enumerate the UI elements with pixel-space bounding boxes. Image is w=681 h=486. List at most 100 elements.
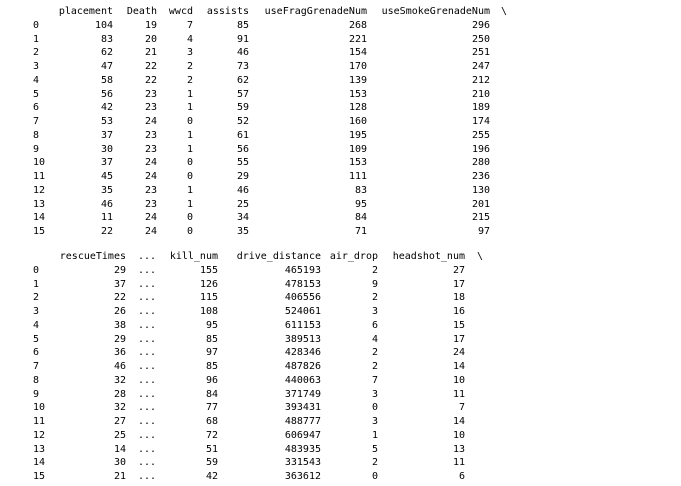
cell-value: 174 xyxy=(471,116,490,127)
cell-value: 46 xyxy=(113,361,126,372)
cell-value: 59 xyxy=(236,102,249,114)
cell-value: 0 xyxy=(371,402,378,414)
row-index: 15 xyxy=(33,471,46,482)
cell-value: 34 xyxy=(236,212,249,224)
cell-value: 17 xyxy=(452,333,465,345)
column-header: useFragGrenadeNum xyxy=(264,6,367,17)
cell-value: 487826 xyxy=(284,361,321,372)
row-index: 12 xyxy=(33,429,46,441)
cell-value: 23 xyxy=(144,88,157,100)
row-index: 3 xyxy=(33,306,40,317)
cell-value: 7 xyxy=(371,374,378,386)
row-index: 12 xyxy=(33,184,46,196)
column-header: assists xyxy=(206,6,249,17)
cell-value: 96 xyxy=(205,374,218,386)
cell-value: 24 xyxy=(144,116,157,127)
cell-value: 483935 xyxy=(284,443,321,455)
row-index: 10 xyxy=(33,402,46,414)
cell-value: 236 xyxy=(471,171,490,182)
cell-value: 62 xyxy=(100,47,113,59)
cell-value: 201 xyxy=(471,198,490,210)
cell-value: 255 xyxy=(471,129,490,141)
cell-value: 32 xyxy=(113,402,126,414)
cell-value: 30 xyxy=(100,143,113,155)
row-index: 2 xyxy=(33,47,40,59)
row-index: 5 xyxy=(33,88,40,100)
row-index: 5 xyxy=(33,333,40,345)
cell-value: 23 xyxy=(144,143,157,155)
row-index: 6 xyxy=(33,102,40,114)
cell-value: 35 xyxy=(100,184,113,196)
continuation-mark: \ xyxy=(477,251,484,262)
row-index: 3 xyxy=(33,61,40,72)
cell-value: 53 xyxy=(100,116,113,127)
cell-value: ... xyxy=(137,319,156,331)
cell-value: 22 xyxy=(144,61,157,72)
cell-value: 331543 xyxy=(284,457,321,469)
cell-value: 393431 xyxy=(284,402,321,414)
cell-value: ... xyxy=(137,361,156,372)
row-index: 2 xyxy=(33,292,40,304)
cell-value: 1 xyxy=(186,184,193,196)
cell-value: ... xyxy=(137,471,156,482)
column-header: placement xyxy=(58,6,113,17)
cell-value: 36 xyxy=(113,347,126,359)
cell-value: 52 xyxy=(236,116,249,127)
cell-value: 7 xyxy=(458,402,465,414)
cell-value: 153 xyxy=(348,88,367,100)
cell-value: 24 xyxy=(144,212,157,224)
cell-value: 85 xyxy=(236,19,249,31)
cell-value: 22 xyxy=(113,292,126,304)
cell-value: 1 xyxy=(186,198,193,210)
cell-value: 3 xyxy=(371,416,378,427)
cell-value: 268 xyxy=(348,19,367,31)
cell-value: 2 xyxy=(371,457,378,469)
cell-value: 9 xyxy=(371,278,378,290)
cell-value: 32 xyxy=(113,374,126,386)
cell-value: 20 xyxy=(144,33,157,45)
cell-value: 38 xyxy=(113,319,126,331)
cell-value: 23 xyxy=(144,102,157,114)
cell-value: 29 xyxy=(113,333,126,345)
row-index: 7 xyxy=(33,116,40,127)
cell-value: 95 xyxy=(354,198,367,210)
cell-value: 0 xyxy=(371,471,378,482)
cell-value: 23 xyxy=(144,184,157,196)
cell-value: 153 xyxy=(348,157,367,169)
cell-value: 2 xyxy=(186,61,193,72)
cell-value: 6 xyxy=(458,471,465,482)
cell-value: 59 xyxy=(205,457,218,469)
cell-value: 428346 xyxy=(284,347,321,359)
cell-value: 1 xyxy=(186,102,193,114)
cell-value: 478153 xyxy=(284,278,321,290)
cell-value: 51 xyxy=(205,443,218,455)
cell-value: ... xyxy=(137,457,156,469)
cell-value: 95 xyxy=(205,319,218,331)
cell-value: 25 xyxy=(113,429,126,441)
cell-value: ... xyxy=(137,388,156,400)
column-header: headshot_num xyxy=(392,251,465,262)
cell-value: ... xyxy=(137,347,156,359)
cell-value: 465193 xyxy=(284,264,321,276)
cell-value: ... xyxy=(137,264,156,276)
cell-value: 68 xyxy=(205,416,218,427)
cell-value: 77 xyxy=(205,402,218,414)
row-index: 8 xyxy=(33,129,40,141)
cell-value: 27 xyxy=(113,416,126,427)
cell-value: 524061 xyxy=(284,306,321,317)
cell-value: ... xyxy=(137,443,156,455)
row-index: 13 xyxy=(33,443,46,455)
cell-value: 73 xyxy=(236,61,249,72)
cell-value: 0 xyxy=(186,226,193,237)
cell-value: 83 xyxy=(354,184,367,196)
cell-value: 15 xyxy=(452,319,465,331)
cell-value: 11 xyxy=(100,212,113,224)
cell-value: 160 xyxy=(348,116,367,127)
cell-value: 189 xyxy=(471,102,490,114)
cell-value: 280 xyxy=(471,157,490,169)
cell-value: 611153 xyxy=(284,319,321,331)
cell-value: 46 xyxy=(236,184,249,196)
cell-value: 47 xyxy=(100,61,113,72)
cell-value: 170 xyxy=(348,61,367,72)
